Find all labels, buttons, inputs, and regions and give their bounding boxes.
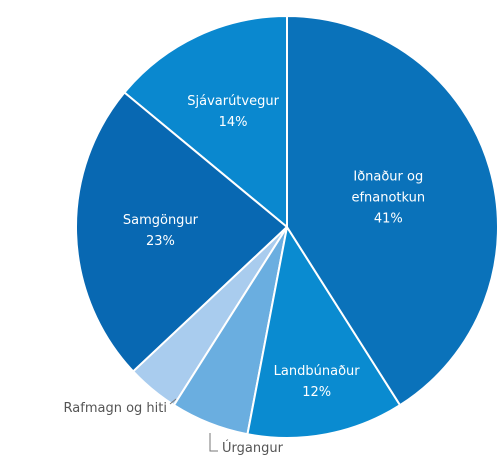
slice-label: Sjávarútvegur [187, 94, 279, 110]
leader-line [169, 398, 177, 405]
pie-slice [286, 14, 497, 407]
slice-label: Samgöngur [122, 212, 199, 228]
pie-slice [75, 91, 289, 373]
slice-label: 41% [373, 211, 403, 227]
slice-label: 12% [302, 385, 332, 401]
slice-label: 23% [146, 233, 175, 249]
slice-label: Landbúnaður [273, 364, 360, 380]
slice-label-group: Sjávarútvegur 14% [163, 91, 303, 133]
slice-label-group: Landbúnaður 12% [247, 361, 387, 403]
outside-label: Rafmagn og hiti [63, 401, 167, 416]
leader-line [209, 433, 218, 452]
outside-label: Úrgangur [222, 441, 283, 456]
slice-label-group: Samgöngur 23% [90, 210, 230, 252]
slice-label: Iðnaður og efnanotkun [351, 169, 426, 206]
slice-label: 14% [218, 115, 248, 131]
pie-slice [123, 14, 288, 230]
pie-slice [246, 224, 402, 439]
slice-label-group: Iðnaður og efnanotkun 41% [333, 166, 443, 229]
